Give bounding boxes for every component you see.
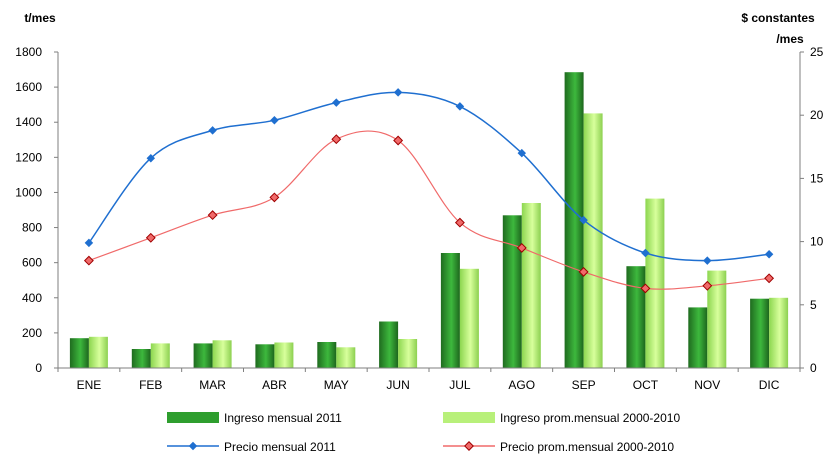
line-precio-2011 [88,91,770,262]
bar-ingreso-prom-ago [521,203,541,368]
y-left-tick-label-1400: 1400 [15,115,42,129]
marker-precio-2011-jul [455,102,465,111]
plot-area: 0 200 400 600 800 1000 1200 1400 1600 1800 0 5 10 15 2… [15,45,823,392]
y-left-tick-label-400: 400 [22,291,42,305]
marker-precio-2011-feb [146,153,156,163]
bar-ingreso-2011-sep [564,72,584,368]
y-right-tick-label-25: 25 [810,45,824,59]
marker-precio-2011-jun [393,88,403,97]
x-tick-label-jul: JUL [449,378,471,392]
y-left-tick-label-1000: 1000 [15,185,42,199]
y-right-tick-label-5: 5 [810,298,817,312]
y-axis-left-title: t/mes [24,11,56,25]
bar-ingreso-2011-ene [69,338,89,368]
marker-precio-prom-nov [702,280,713,291]
x-tick-label-may: MAY [324,378,349,392]
legend-swatch-ingreso-prom [443,412,495,423]
x-tick-label-dic: DIC [759,378,780,392]
bar-ingreso-2011-oct [626,266,646,368]
bar-ingreso-2011-ago [502,215,522,368]
legend: Ingreso mensual 2011 Ingreso prom.mensua… [167,411,680,454]
legend-label-ingreso-prom: Ingreso prom.mensual 2000-2010 [500,411,680,425]
bar-ingreso-prom-abr [274,342,294,368]
y-left-tick-label-200: 200 [22,326,42,340]
bar-ingreso-2011-dic [750,298,770,368]
bar-ingreso-prom-oct [645,198,665,368]
marker-precio-2011-may [332,98,341,107]
marker-precio-prom-may [331,134,342,145]
y-left-tick-label-1800: 1800 [15,45,42,59]
legend-label-precio-2011: Precio mensual 2011 [224,440,336,454]
legend-marker-precio-prom [464,441,474,451]
bars-layer [69,72,789,369]
lines-layer [83,88,775,294]
bar-ingreso-2011-abr [255,344,275,368]
x-tick-label-jun: JUN [386,378,409,392]
bar-ingreso-prom-may [336,347,356,368]
bar-ingreso-prom-dic [769,297,789,368]
bar-ingreso-prom-ene [88,336,108,368]
legend-label-precio-prom: Precio prom.mensual 2000-2010 [500,440,674,454]
bar-ingreso-2011-nov [688,307,708,368]
marker-precio-prom-mar [207,210,218,221]
marker-precio-prom-sep [578,266,589,277]
x-tick-label-nov: NOV [694,378,720,392]
legend-swatch-ingreso-2011 [167,412,219,423]
marker-precio-2011-dic [764,249,774,259]
x-tick-label-mar: MAR [199,378,226,392]
x-tick-label-feb: FEB [139,378,162,392]
x-tick-label-ene: ENE [77,378,102,392]
bar-ingreso-prom-jul [459,268,479,368]
y-left-tick-label-1200: 1200 [15,150,42,164]
marker-precio-2011-abr [270,116,279,125]
marker-precio-prom-ago [516,242,527,253]
bar-ingreso-prom-feb [150,343,170,368]
marker-precio-2011-nov [703,256,712,265]
bar-ingreso-2011-feb [131,349,151,368]
marker-precio-prom-jul [454,217,465,228]
marker-precio-2011-mar [208,126,217,135]
y-axis-right-title-line2: /mes [776,32,804,46]
y-left-tick-label-0: 0 [35,361,42,375]
legend-marker-precio-2011 [188,441,198,451]
marker-precio-prom-oct [640,283,651,294]
y-right-tick-label-20: 20 [810,108,824,122]
bar-ingreso-prom-mar [212,340,232,368]
legend-label-ingreso-2011: Ingreso mensual 2011 [224,411,342,425]
bar-ingreso-2011-jun [379,321,399,368]
x-tick-label-abr: ABR [262,378,287,392]
x-tick-label-ago: AGO [508,378,535,392]
y-right-tick-label-10: 10 [810,235,824,249]
marker-precio-prom-dic [764,273,775,284]
bar-ingreso-prom-nov [707,270,727,368]
bar-ingreso-prom-jun [398,339,418,368]
axes-layer: 0 200 400 600 800 1000 1200 1400 1600 1800 0 5 10 15 2… [15,45,823,392]
marker-precio-prom-ene [83,255,94,266]
bar-ingreso-2011-may [317,342,337,368]
x-tick-label-oct: OCT [633,378,659,392]
y-right-tick-label-15: 15 [810,171,824,185]
marker-precio-prom-abr [269,192,280,203]
marker-precio-prom-feb [145,232,156,243]
bar-ingreso-2011-jul [440,253,460,368]
bar-ingreso-2011-mar [193,343,213,368]
bar-ingreso-prom-sep [583,113,603,369]
y-left-tick-label-1600: 1600 [15,80,42,94]
marker-precio-2011-ene [84,238,94,248]
x-tick-label-sep: SEP [572,378,596,392]
y-left-tick-label-800: 800 [22,221,42,235]
line-precio-prom [88,130,770,290]
y-right-tick-label-0: 0 [810,361,817,375]
y-axis-right-title-line1: $ constantes [741,11,815,25]
y-left-tick-label-600: 600 [22,256,42,270]
marker-precio-prom-jun [393,135,404,146]
